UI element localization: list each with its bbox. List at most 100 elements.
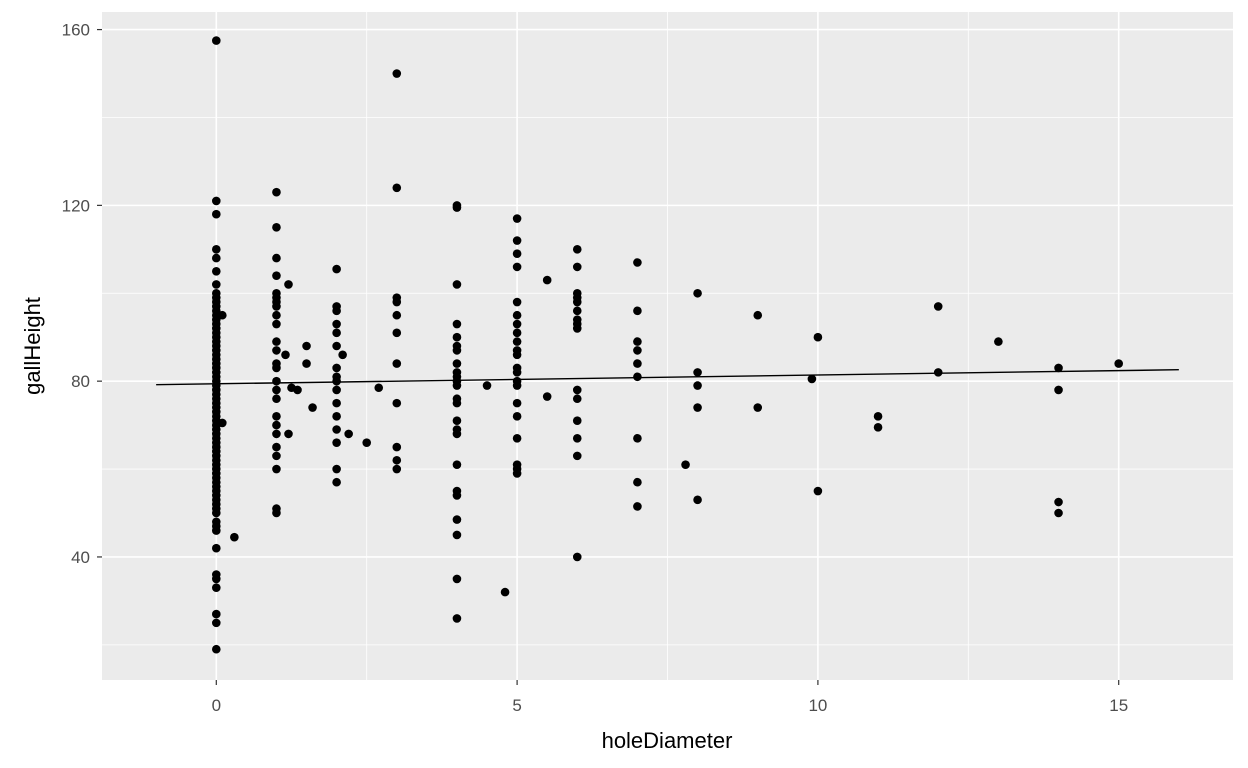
data-point: [284, 429, 293, 439]
data-points: [212, 36, 1123, 654]
data-point: [272, 394, 281, 404]
data-point: [512, 328, 522, 338]
data-point: [332, 412, 341, 421]
y-axis-ticks: 40 80 120 160: [62, 21, 102, 567]
data-point: [272, 319, 281, 329]
data-point: [994, 337, 1003, 346]
data-point: [693, 381, 702, 390]
x-tick-label: 0: [212, 696, 221, 715]
data-point: [272, 310, 281, 320]
data-point: [633, 502, 642, 511]
data-point: [302, 359, 311, 368]
data-point: [212, 526, 221, 535]
data-point: [332, 319, 341, 329]
data-point: [1054, 497, 1063, 507]
data-point: [272, 223, 281, 232]
data-point: [344, 429, 353, 439]
data-point: [212, 36, 221, 45]
data-point: [392, 297, 402, 307]
data-point: [542, 275, 552, 285]
data-point: [681, 460, 690, 469]
data-point: [572, 385, 582, 395]
data-point: [284, 280, 293, 289]
data-point: [512, 249, 522, 259]
data-point: [332, 341, 341, 351]
data-point: [512, 310, 522, 320]
data-point: [392, 455, 402, 465]
data-point: [392, 310, 402, 320]
data-point: [452, 280, 462, 289]
data-point: [212, 543, 221, 553]
data-point: [212, 280, 221, 289]
data-point: [332, 306, 341, 316]
data-point: [272, 302, 281, 311]
data-point: [362, 438, 372, 447]
data-point: [452, 416, 462, 426]
data-point: [572, 552, 582, 562]
data-point: [572, 245, 582, 254]
data-point: [512, 319, 522, 329]
data-point: [332, 363, 341, 373]
data-point: [452, 429, 462, 439]
data-point: [572, 451, 582, 461]
data-point: [542, 392, 552, 401]
data-point: [500, 587, 510, 597]
data-point: [452, 515, 462, 524]
data-point: [512, 433, 522, 443]
data-point: [272, 253, 281, 263]
data-point: [873, 412, 883, 421]
data-point: [633, 433, 642, 443]
data-point: [281, 350, 290, 360]
data-point: [332, 376, 341, 386]
data-point: [873, 423, 883, 432]
data-point: [392, 442, 402, 452]
data-point: [332, 438, 341, 447]
data-point: [633, 258, 642, 267]
data-point: [272, 412, 281, 421]
data-point: [572, 324, 582, 333]
data-point: [212, 209, 221, 219]
major-gridlines: [102, 12, 1233, 680]
data-point: [272, 363, 281, 373]
data-point: [374, 383, 384, 393]
data-point: [212, 618, 221, 628]
data-point: [293, 385, 302, 395]
data-point: [212, 609, 221, 619]
data-point: [272, 385, 281, 395]
data-point: [272, 187, 281, 197]
data-point: [1114, 359, 1123, 368]
data-point: [302, 341, 311, 351]
trend-line: [156, 369, 1179, 386]
y-tick-label: 120: [62, 196, 90, 215]
data-point: [753, 403, 763, 412]
data-point: [230, 532, 239, 542]
y-tick-label: 40: [71, 548, 90, 567]
data-point: [392, 464, 402, 474]
data-point: [272, 429, 281, 439]
data-point: [272, 442, 281, 452]
x-tick-label: 15: [1109, 696, 1128, 715]
x-tick-label: 5: [512, 696, 521, 715]
data-point: [512, 297, 522, 307]
data-point: [452, 319, 462, 329]
data-point: [392, 398, 402, 408]
data-point: [1054, 363, 1063, 373]
data-point: [452, 398, 462, 408]
data-point: [693, 368, 702, 377]
data-point: [272, 420, 281, 430]
data-point: [933, 302, 943, 311]
data-point: [633, 372, 642, 382]
data-point: [813, 486, 823, 496]
data-point: [572, 262, 582, 272]
data-point: [332, 385, 341, 395]
data-point: [633, 346, 642, 355]
data-point: [693, 403, 702, 412]
data-point: [452, 203, 462, 212]
data-point: [212, 644, 221, 654]
data-point: [572, 297, 582, 307]
data-point: [482, 381, 492, 390]
data-point: [272, 337, 281, 346]
data-point: [212, 266, 221, 276]
data-point: [452, 460, 462, 469]
